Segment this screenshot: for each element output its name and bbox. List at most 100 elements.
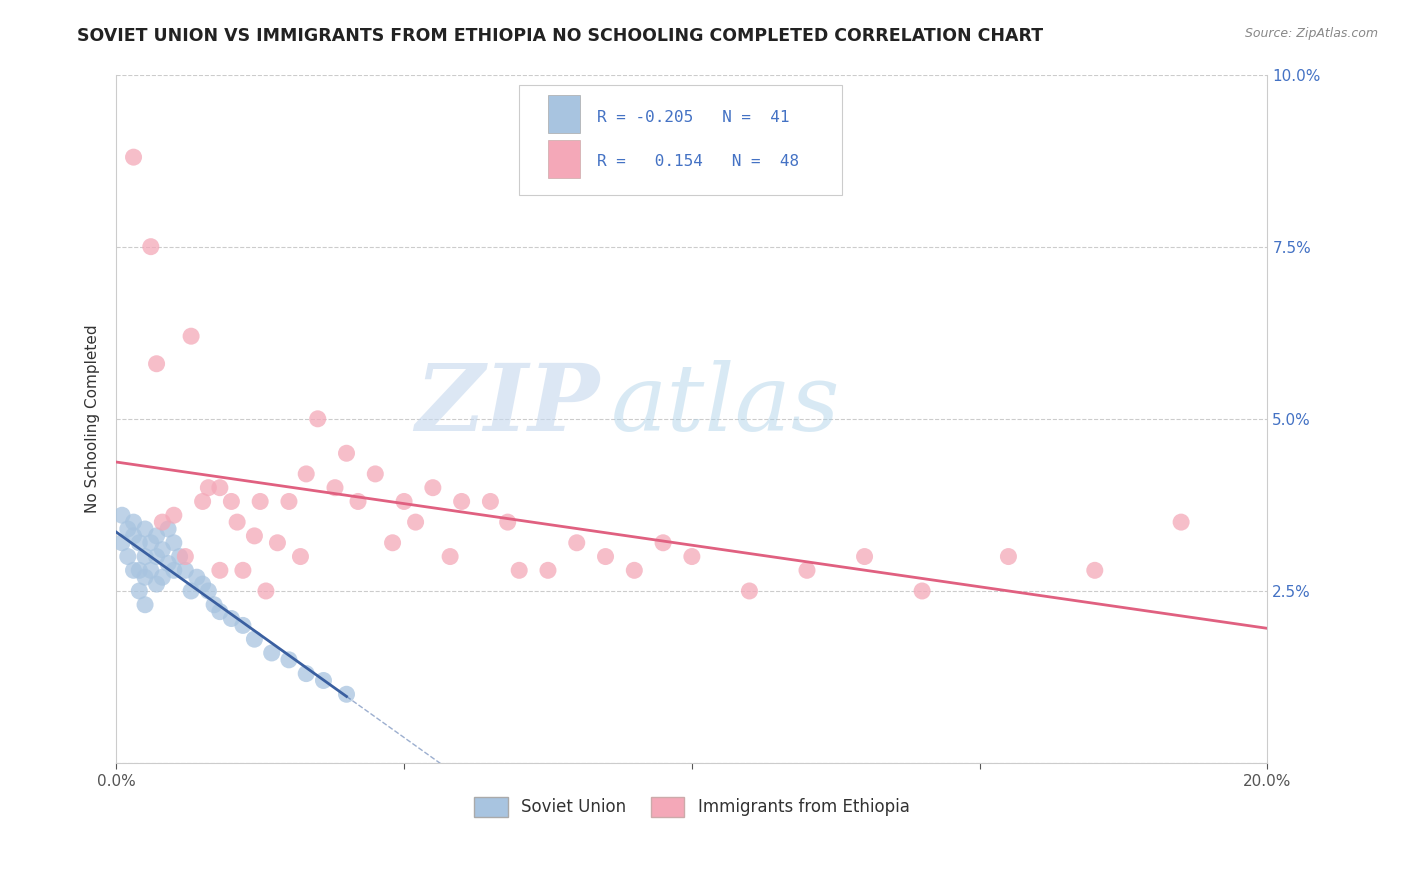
Point <box>266 535 288 549</box>
Point <box>134 522 156 536</box>
Point <box>911 584 934 599</box>
Point <box>295 467 318 481</box>
Point <box>439 549 461 564</box>
Point <box>278 494 301 508</box>
Point <box>422 481 444 495</box>
Point <box>180 329 202 343</box>
Point <box>163 535 186 549</box>
Point <box>122 529 145 543</box>
Point <box>191 494 214 508</box>
Point <box>111 535 134 549</box>
Point <box>537 563 560 577</box>
Point <box>163 508 186 523</box>
Point <box>139 563 162 577</box>
Point <box>122 150 145 164</box>
Point <box>128 584 150 599</box>
Point <box>122 563 145 577</box>
Point <box>243 529 266 543</box>
Point <box>565 535 588 549</box>
Point <box>479 494 502 508</box>
Text: R = -0.205   N =  41: R = -0.205 N = 41 <box>598 110 790 125</box>
Point <box>595 549 617 564</box>
Point <box>128 563 150 577</box>
Point <box>450 494 472 508</box>
Point <box>221 611 243 625</box>
Point <box>145 549 167 564</box>
Point <box>157 557 180 571</box>
Point <box>392 494 415 508</box>
Point <box>364 467 387 481</box>
Point <box>623 563 645 577</box>
Point <box>208 563 231 577</box>
Point <box>652 535 675 549</box>
Point <box>150 542 173 557</box>
Point <box>186 570 208 584</box>
Point <box>323 481 346 495</box>
Point <box>347 494 370 508</box>
Point <box>278 653 301 667</box>
Point <box>197 584 219 599</box>
Point <box>1084 563 1107 577</box>
FancyBboxPatch shape <box>519 85 842 195</box>
Point <box>117 549 139 564</box>
Point <box>221 494 243 508</box>
Point <box>226 515 249 529</box>
Point <box>796 563 818 577</box>
Point <box>134 549 156 564</box>
Point <box>202 598 225 612</box>
Point <box>128 535 150 549</box>
Point <box>681 549 703 564</box>
Point <box>191 577 214 591</box>
Point <box>1170 515 1192 529</box>
FancyBboxPatch shape <box>548 140 581 178</box>
Point <box>997 549 1019 564</box>
Point <box>134 598 156 612</box>
Point <box>150 570 173 584</box>
Point <box>134 570 156 584</box>
Point <box>232 563 254 577</box>
Point <box>169 549 191 564</box>
Point <box>145 529 167 543</box>
Point <box>180 584 202 599</box>
Point <box>139 240 162 254</box>
Text: R =   0.154   N =  48: R = 0.154 N = 48 <box>598 154 800 169</box>
Point <box>174 549 197 564</box>
Point <box>508 563 530 577</box>
Point <box>260 646 283 660</box>
Point <box>312 673 335 688</box>
Point <box>145 577 167 591</box>
Point <box>157 522 180 536</box>
Point <box>232 618 254 632</box>
Point <box>174 563 197 577</box>
Point <box>254 584 277 599</box>
Legend: Soviet Union, Immigrants from Ethiopia: Soviet Union, Immigrants from Ethiopia <box>468 790 917 823</box>
Point <box>249 494 271 508</box>
Point <box>145 357 167 371</box>
Point <box>150 515 173 529</box>
Y-axis label: No Schooling Completed: No Schooling Completed <box>86 325 100 513</box>
Text: Source: ZipAtlas.com: Source: ZipAtlas.com <box>1244 27 1378 40</box>
Point <box>197 481 219 495</box>
Point <box>208 605 231 619</box>
Point <box>243 632 266 647</box>
Point <box>405 515 427 529</box>
Point <box>335 687 357 701</box>
Text: SOVIET UNION VS IMMIGRANTS FROM ETHIOPIA NO SCHOOLING COMPLETED CORRELATION CHAR: SOVIET UNION VS IMMIGRANTS FROM ETHIOPIA… <box>77 27 1043 45</box>
Point <box>496 515 519 529</box>
Text: atlas: atlas <box>612 360 841 450</box>
Point <box>122 515 145 529</box>
FancyBboxPatch shape <box>548 95 581 133</box>
Point <box>381 535 404 549</box>
Point <box>307 412 329 426</box>
Point <box>163 563 186 577</box>
Point <box>208 481 231 495</box>
Point <box>139 535 162 549</box>
Point <box>111 508 134 523</box>
Point <box>335 446 357 460</box>
Point <box>295 666 318 681</box>
Point <box>117 522 139 536</box>
Text: ZIP: ZIP <box>416 360 600 450</box>
Point <box>290 549 312 564</box>
Point <box>738 584 761 599</box>
Point <box>853 549 876 564</box>
